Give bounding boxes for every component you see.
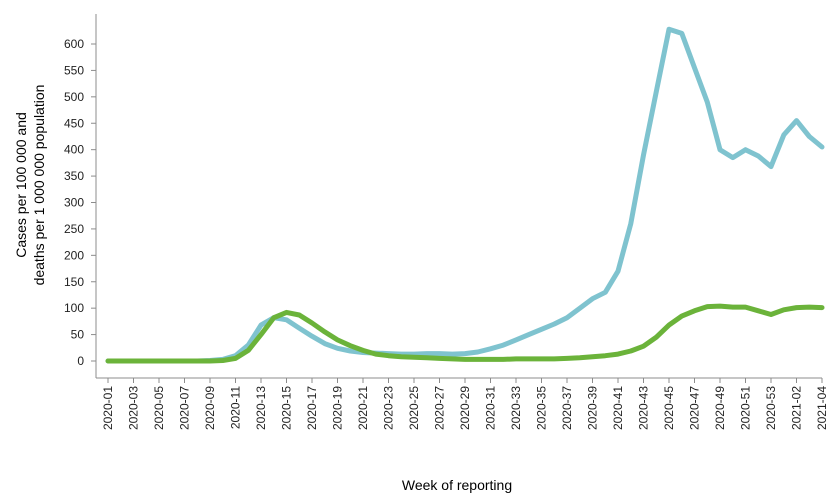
y-tick-label: 50 bbox=[71, 328, 85, 342]
x-tick-label: 2020-27 bbox=[433, 386, 447, 430]
y-tick-label: 300 bbox=[64, 196, 84, 210]
series-line-1 bbox=[105, 26, 825, 364]
y-tick-label: 250 bbox=[64, 222, 84, 236]
y-tick-label: 550 bbox=[64, 63, 84, 77]
y-tick-label: 400 bbox=[64, 143, 84, 157]
x-tick-label: 2020-09 bbox=[203, 386, 217, 430]
x-tick-label: 2020-43 bbox=[637, 386, 651, 430]
x-tick-label: 2020-17 bbox=[305, 386, 319, 430]
x-tick-label: 2020-07 bbox=[178, 386, 192, 430]
x-tick-label: 2020-41 bbox=[611, 386, 625, 430]
x-tick-label: 2020-29 bbox=[458, 386, 472, 430]
x-tick-label: 2020-31 bbox=[484, 386, 498, 430]
x-tick-label: 2020-39 bbox=[586, 386, 600, 430]
x-tick-label: 2020-33 bbox=[509, 386, 523, 430]
y-tick-label: 150 bbox=[64, 275, 84, 289]
x-tick-label: 2020-01 bbox=[101, 386, 115, 430]
y-axis-title-line1: Cases per 100 000 and bbox=[13, 112, 29, 258]
x-tick-label: 2020-51 bbox=[739, 386, 753, 430]
y-tick-label: 0 bbox=[77, 354, 84, 368]
x-tick-label: 2020-53 bbox=[764, 386, 778, 430]
x-tick-label: 2020-05 bbox=[152, 386, 166, 430]
x-tick-label: 2020-45 bbox=[662, 386, 676, 430]
y-tick-label: 600 bbox=[64, 37, 84, 51]
x-tick-label: 2020-13 bbox=[254, 386, 268, 430]
x-tick-label: 2020-35 bbox=[535, 386, 549, 430]
y-tick-label: 350 bbox=[64, 169, 84, 183]
x-axis-title: Week of reporting bbox=[402, 477, 512, 493]
x-tick-label: 2020-19 bbox=[331, 386, 345, 430]
x-tick-label: 2020-11 bbox=[229, 386, 243, 429]
axes bbox=[95, 14, 822, 379]
y-tick-label: 500 bbox=[64, 90, 84, 104]
y-tick-label: 100 bbox=[64, 301, 84, 315]
x-tick-label: 2020-49 bbox=[713, 386, 727, 430]
y-axis-title-line2: deaths per 1 000 000 population bbox=[31, 85, 47, 286]
series-layer bbox=[105, 26, 825, 364]
x-tick-label: 2020-25 bbox=[407, 386, 421, 430]
x-tick-label: 2020-21 bbox=[356, 386, 370, 430]
series-line-2 bbox=[105, 303, 825, 364]
x-tick-label: 2021-04 bbox=[815, 386, 827, 430]
x-tick-label: 2020-37 bbox=[560, 386, 574, 430]
x-tick-label: 2020-15 bbox=[280, 386, 294, 430]
y-tick-label: 200 bbox=[64, 248, 84, 262]
y-axis-ticks: 0 50 100 150 200 250 300 350 400 450 500 550 600 bbox=[64, 37, 96, 368]
x-axis-ticks: 2020-01 2020-03 2020-05 2020-07 2020-09 2020-… bbox=[101, 378, 827, 430]
x-tick-label: 2021-02 bbox=[790, 386, 804, 430]
x-tick-label: 2020-23 bbox=[382, 386, 396, 430]
x-tick-label: 2020-03 bbox=[127, 386, 141, 430]
y-tick-label: 450 bbox=[64, 116, 84, 130]
x-tick-label: 2020-47 bbox=[688, 386, 702, 430]
